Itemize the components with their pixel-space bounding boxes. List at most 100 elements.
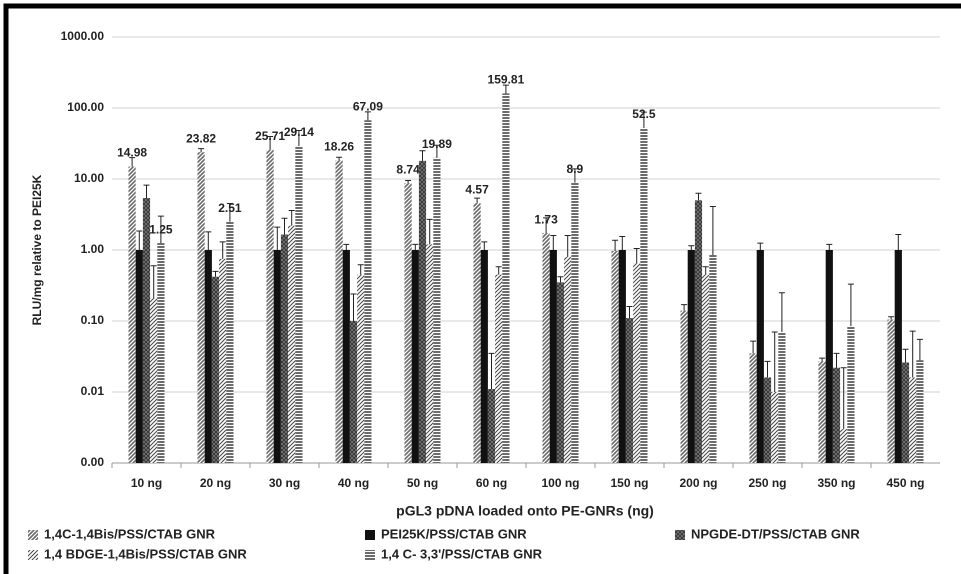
error-bar [764, 360, 771, 378]
y-tick-label: 0.01 [81, 384, 105, 398]
bar [749, 353, 757, 463]
error-bar [219, 241, 226, 259]
error-bar [488, 352, 495, 390]
legend-label: PEI25K/PSS/CTAB GNR [381, 526, 527, 541]
data-label: 1.25 [149, 222, 173, 236]
error-bar [295, 130, 302, 147]
error-bar [757, 242, 764, 250]
legend-label: 1,4 C- 3,3'/PSS/CTAB GNR [381, 546, 543, 561]
error-bar [557, 276, 564, 283]
bar [433, 157, 441, 463]
bar [640, 127, 648, 464]
error-bar [267, 135, 274, 150]
bar [226, 221, 234, 463]
bar [847, 326, 855, 463]
error-bar [198, 148, 205, 153]
bar [618, 250, 626, 463]
error-bar [336, 156, 343, 161]
data-label: 2.51 [218, 201, 242, 215]
bar [480, 250, 488, 463]
error-bar [681, 304, 688, 311]
legend-label: NPGDE-DT/PSS/CTAB GNR [691, 526, 860, 541]
data-label: 67.09 [353, 99, 383, 113]
bar [709, 255, 717, 463]
frame [3, 3, 961, 574]
bar [142, 198, 151, 463]
error-bar [357, 264, 364, 275]
bar [349, 321, 358, 463]
data-label: 4.57 [465, 182, 489, 196]
error-bar [350, 293, 357, 321]
error-bar [426, 218, 433, 245]
error-bar [495, 266, 502, 275]
data-label: 52.5 [632, 107, 656, 121]
data-label: 8.9 [567, 162, 584, 176]
error-bar [502, 84, 509, 94]
bar [840, 429, 848, 463]
error-bar [571, 168, 578, 183]
bar [763, 377, 772, 463]
error-bar [833, 352, 840, 368]
error-bar [481, 241, 488, 250]
error-bar [405, 179, 412, 184]
error-bar [895, 234, 902, 250]
bar [266, 149, 274, 463]
error-bar [412, 243, 419, 250]
bar [150, 298, 158, 463]
bar [157, 243, 165, 463]
bar [502, 93, 510, 463]
error-bar [771, 331, 778, 392]
bar [364, 120, 372, 463]
x-tick-label: 100 ng [541, 476, 579, 490]
data-label: 25.71 [255, 129, 285, 143]
error-bar [640, 111, 647, 128]
legend-swatch [28, 550, 38, 560]
bar [404, 183, 412, 463]
x-tick-label: 60 ng [476, 476, 507, 490]
legend-swatch [675, 530, 685, 540]
x-tick-label: 10 ng [131, 476, 162, 490]
bar [818, 361, 826, 463]
bar [887, 319, 895, 463]
error-bar [626, 306, 633, 319]
bar [916, 360, 924, 463]
bar [549, 250, 557, 463]
bar [335, 160, 343, 463]
legend-swatch [365, 550, 375, 560]
bar [564, 256, 572, 463]
error-bar [778, 292, 785, 332]
x-tick-label: 450 ng [886, 476, 924, 490]
bar [909, 377, 917, 463]
bar [694, 200, 703, 464]
bar [342, 250, 350, 463]
legend-label: 1,4C-1,4Bis/PSS/CTAB GNR [44, 526, 216, 541]
bar [633, 263, 641, 463]
y-tick-label: 0.10 [81, 313, 105, 327]
x-tick-label: 200 ng [679, 476, 717, 490]
error-bar [364, 111, 371, 121]
bar [756, 250, 764, 463]
error-bar [819, 357, 826, 362]
bar [128, 166, 136, 463]
bar [702, 274, 710, 463]
data-label: 29.14 [284, 125, 314, 139]
bar [204, 250, 212, 463]
data-label: 19.89 [422, 137, 452, 151]
error-bar [702, 266, 709, 275]
x-tick-label: 250 ng [748, 476, 786, 490]
bar [473, 203, 481, 464]
data-label: 23.82 [186, 131, 216, 145]
legend-swatch [365, 530, 375, 540]
error-bar [847, 283, 854, 327]
bar [273, 250, 281, 463]
bar [901, 362, 910, 463]
bar [771, 392, 779, 463]
bar [542, 233, 550, 463]
error-bar [612, 239, 619, 251]
error-bar [129, 157, 136, 167]
x-tick-label: 50 ng [407, 476, 438, 490]
bar [411, 250, 419, 463]
bar [426, 244, 434, 463]
bar [288, 225, 296, 463]
